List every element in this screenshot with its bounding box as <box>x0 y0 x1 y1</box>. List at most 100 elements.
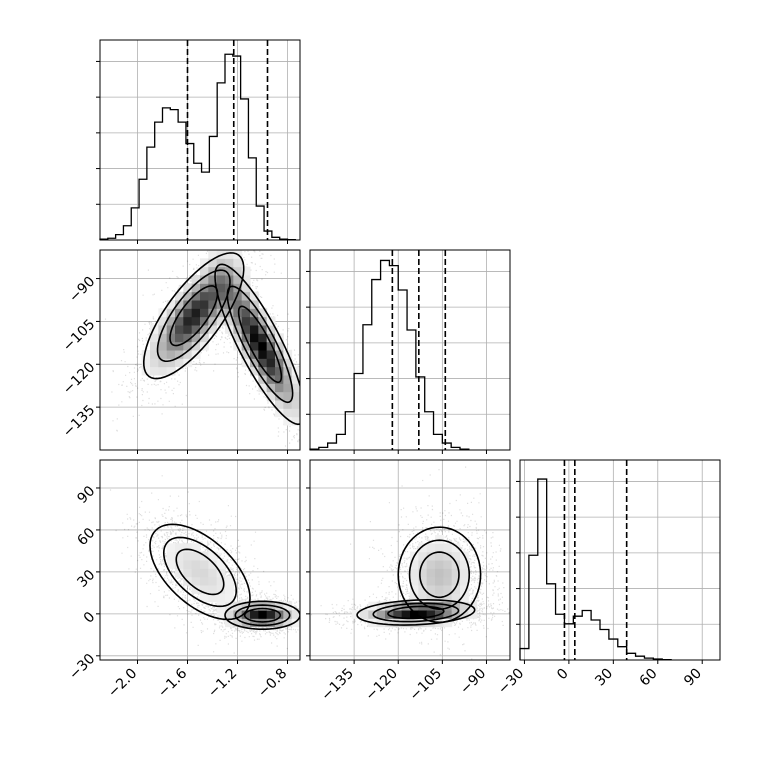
density-cell <box>426 618 436 628</box>
density-cell <box>150 350 159 359</box>
density-cell <box>258 618 268 628</box>
density-cell <box>241 325 251 334</box>
contour-line <box>175 548 225 596</box>
density-cell <box>183 568 193 578</box>
density-cell <box>158 350 168 359</box>
contour-line <box>214 263 300 426</box>
density-cell <box>435 560 444 569</box>
density-cell <box>191 576 201 586</box>
density-cell <box>426 585 436 594</box>
density-cell <box>435 576 444 586</box>
density-cell <box>385 610 394 619</box>
density-cell <box>275 391 284 401</box>
contour-line <box>387 605 445 620</box>
histogram-step <box>99 53 296 241</box>
density-cell <box>283 601 293 611</box>
density-cell <box>451 576 461 586</box>
density-cell <box>250 366 259 376</box>
density-cell <box>225 300 234 309</box>
density-cell <box>426 610 436 619</box>
param3-axis-tick-label: 60 <box>74 525 98 549</box>
density-cell <box>266 383 276 393</box>
density-cell <box>200 275 209 284</box>
density-cell <box>191 568 201 578</box>
param3-axis-tick-label: −30 <box>66 651 98 683</box>
param3-axis-tick-label: 0 <box>81 609 99 627</box>
density-cell <box>191 300 201 309</box>
density-cell <box>175 358 184 368</box>
param2-axis-tick-label: −105 <box>60 316 99 355</box>
density-cell <box>410 568 419 578</box>
density-cell <box>460 601 469 611</box>
density-cell <box>175 316 184 326</box>
density-cell <box>175 568 184 578</box>
density-cell <box>291 400 300 409</box>
density-cell <box>258 366 268 376</box>
density-cell <box>250 316 259 326</box>
density-cell <box>200 300 209 309</box>
param2-axis-tick-label: −135 <box>60 402 99 441</box>
density-cell <box>258 350 268 359</box>
density-cell <box>291 408 300 418</box>
histogram-frame <box>309 249 511 451</box>
density-cell <box>401 610 411 619</box>
density-cell <box>410 576 419 586</box>
density-cell <box>150 341 159 351</box>
density-cell <box>443 585 453 594</box>
density-cell <box>401 618 411 628</box>
density-cell <box>360 610 369 619</box>
scatter-area <box>310 460 510 660</box>
density-cell <box>241 300 251 309</box>
density-cell <box>216 560 226 569</box>
scatter-panel-param2-vs-param1 <box>100 250 300 450</box>
density-cell <box>275 333 284 343</box>
density-cell <box>266 341 276 351</box>
density-cell <box>208 325 218 334</box>
density-cell <box>393 601 403 611</box>
density-cell <box>208 585 218 594</box>
density-cell <box>225 250 234 259</box>
density-cell <box>141 366 151 376</box>
density-cell <box>191 325 201 334</box>
param2-axis-tick-label: −120 <box>60 359 99 398</box>
density-cell <box>393 610 403 619</box>
density-cell <box>291 618 300 628</box>
density-cell <box>191 560 201 569</box>
density-cell <box>426 593 436 603</box>
density-cell <box>166 366 176 376</box>
density-cell <box>376 601 386 611</box>
contour-line <box>226 285 294 404</box>
density-cell <box>158 358 168 368</box>
density-cell <box>418 568 428 578</box>
density-cell <box>216 266 226 276</box>
density-cell <box>443 601 453 611</box>
density-cell <box>175 325 184 334</box>
param3-axis-tick-label: 0 <box>554 666 572 684</box>
density-cell <box>208 593 218 603</box>
density-cell <box>208 275 218 284</box>
density-cell <box>216 258 226 268</box>
density-cell <box>191 283 201 293</box>
scatter-frame <box>99 459 301 661</box>
density-cell <box>393 618 403 628</box>
histogram-panel-param1-marginal <box>96 40 300 241</box>
density-cell <box>200 576 209 586</box>
density-cell <box>291 416 300 426</box>
density-cell <box>241 341 251 351</box>
density-cell <box>418 593 428 603</box>
scatter-frame <box>99 249 301 451</box>
param2-axis-tick-label: −105 <box>407 666 446 705</box>
density-cell <box>150 366 159 376</box>
param2-axis-tick-label: −120 <box>363 666 402 705</box>
contour-line <box>372 602 460 623</box>
density-cell <box>216 316 226 326</box>
density-cell <box>225 593 234 603</box>
density-cell <box>443 610 453 619</box>
density-cell <box>443 568 453 578</box>
density-cell <box>266 391 276 401</box>
histogram-step <box>519 478 672 661</box>
density-cell <box>208 308 218 318</box>
density-cell <box>216 610 226 619</box>
density-cell <box>468 610 478 619</box>
